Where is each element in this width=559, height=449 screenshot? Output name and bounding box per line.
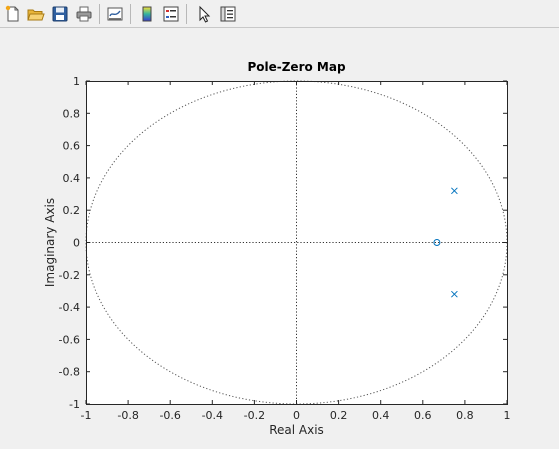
y-tick-label: 1 bbox=[73, 75, 80, 88]
axes-border bbox=[86, 81, 508, 405]
property-inspector-icon bbox=[220, 6, 236, 22]
new-figure-button[interactable] bbox=[2, 3, 24, 25]
y-tick-label: -0.8 bbox=[59, 366, 80, 379]
y-tick-label: 0.8 bbox=[63, 107, 81, 120]
figure-canvas: Pole-Zero Map -1 -0.8 -0.6 -0.4 -0.2 0 0.2 0.4 0… bbox=[0, 29, 559, 449]
edit-plot-button[interactable] bbox=[193, 3, 215, 25]
x-tick-label: 0.8 bbox=[456, 409, 474, 422]
y-tick-label: 0 bbox=[73, 237, 80, 250]
legend-icon bbox=[163, 6, 179, 22]
property-inspector-button[interactable] bbox=[217, 3, 239, 25]
y-tick-label: -0.6 bbox=[59, 333, 80, 346]
x-tick-label: 0 bbox=[293, 409, 300, 422]
zero-marker[interactable] bbox=[433, 239, 441, 246]
figure-toolbar bbox=[0, 0, 559, 28]
y-tick-label: -1 bbox=[69, 398, 80, 411]
chart-title: Pole-Zero Map bbox=[247, 60, 345, 74]
save-figure-icon bbox=[52, 6, 68, 22]
open-file-icon bbox=[27, 9, 45, 21]
x-tick-label: -0.6 bbox=[159, 409, 180, 422]
y-tick-label: 0.4 bbox=[63, 172, 81, 185]
x-tick-label: -0.2 bbox=[244, 409, 265, 422]
x-tick-label: 0.6 bbox=[414, 409, 432, 422]
x-axis-label: Real Axis bbox=[269, 423, 324, 437]
y-tick-label: 0.2 bbox=[63, 204, 81, 217]
edit-plot-cursor-icon bbox=[199, 5, 211, 23]
pole-zero-plot[interactable]: Pole-Zero Map -1 -0.8 -0.6 -0.4 -0.2 0 0.2 0.4 0… bbox=[0, 29, 559, 449]
pole-marker[interactable] bbox=[451, 290, 458, 298]
insert-legend-button[interactable] bbox=[160, 3, 182, 25]
x-tick-label: 1 bbox=[504, 409, 511, 422]
print-figure-icon bbox=[76, 6, 92, 22]
y-tick-label: -0.4 bbox=[59, 301, 80, 314]
y-tick-label: -0.2 bbox=[59, 269, 80, 282]
x-tick-label: -0.8 bbox=[117, 409, 138, 422]
insert-colorbar-button[interactable] bbox=[136, 3, 158, 25]
open-file-button[interactable] bbox=[25, 3, 47, 25]
link-plot-button[interactable] bbox=[104, 3, 126, 25]
colorbar-icon bbox=[142, 6, 152, 22]
y-tick-label: 0.6 bbox=[63, 140, 81, 153]
link-plot-icon bbox=[107, 7, 123, 21]
new-figure-icon bbox=[5, 5, 19, 22]
x-tick-label: 0.4 bbox=[372, 409, 390, 422]
pole-marker[interactable] bbox=[451, 187, 458, 195]
print-figure-button[interactable] bbox=[73, 3, 95, 25]
x-tick-label: -1 bbox=[81, 409, 92, 422]
y-axis-label: Imaginary Axis bbox=[43, 198, 57, 287]
x-tick-label: 0.2 bbox=[330, 409, 348, 422]
save-figure-button[interactable] bbox=[49, 3, 71, 25]
x-tick-label: -0.4 bbox=[202, 409, 223, 422]
